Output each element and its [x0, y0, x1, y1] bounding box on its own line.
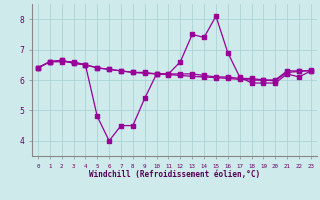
X-axis label: Windchill (Refroidissement éolien,°C): Windchill (Refroidissement éolien,°C) [89, 170, 260, 179]
